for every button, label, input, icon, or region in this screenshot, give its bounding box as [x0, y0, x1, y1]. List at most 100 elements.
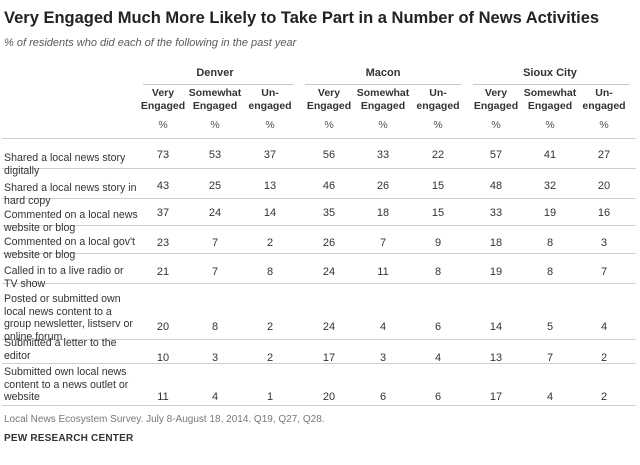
city-header-rule [305, 84, 461, 85]
table-cell: 3 [600, 237, 608, 249]
column-header: Un-engaged [582, 87, 626, 112]
table-cell: 37 [263, 149, 277, 161]
unit-label: % [158, 119, 168, 131]
row-label: Submitted a letter to the editor [4, 337, 117, 362]
table-cell: 19 [543, 207, 557, 219]
table-cell: 17 [322, 352, 336, 364]
source-note: Local News Ecosystem Survey. July 8-Augu… [4, 414, 325, 425]
table-cell: 20 [322, 391, 336, 403]
table-cell: 20 [597, 180, 611, 192]
unit-label: % [378, 119, 388, 131]
table-cell: 11 [157, 391, 169, 403]
table-cell: 10 [156, 352, 170, 364]
unit-label: % [210, 119, 220, 131]
table-cell: 48 [489, 180, 503, 192]
table-cell: 33 [376, 149, 390, 161]
table-cell: 4 [600, 321, 608, 333]
table-cell: 17 [489, 391, 503, 403]
column-header: Somewhat Engaged [356, 87, 410, 112]
row-divider [2, 138, 636, 139]
unit-label: % [265, 119, 275, 131]
table-cell: 20 [156, 321, 170, 333]
table-cell: 4 [546, 391, 554, 403]
table-cell: 7 [379, 237, 387, 249]
table-cell: 35 [322, 207, 336, 219]
table-cell: 16 [597, 207, 611, 219]
unit-label: % [491, 119, 501, 131]
row-label: Shared a local news story in hard copy [4, 182, 137, 207]
table-cell: 2 [266, 321, 274, 333]
table-cell: 26 [322, 237, 336, 249]
column-header: Somewhat Engaged [188, 87, 242, 112]
table-cell: 8 [546, 237, 554, 249]
table-cell: 15 [431, 180, 445, 192]
table-cell: 3 [379, 352, 387, 364]
table-cell: 4 [211, 391, 219, 403]
city-header: Sioux City [523, 67, 577, 79]
table-cell: 15 [431, 207, 445, 219]
row-label: Commented on a local news website or blo… [4, 209, 138, 234]
table-cell: 13 [489, 352, 503, 364]
table-cell: 24 [322, 321, 336, 333]
unit-label: % [545, 119, 555, 131]
row-label: Shared a local news story digitally [4, 152, 126, 177]
row-divider [2, 283, 636, 284]
table-cell: 18 [376, 207, 390, 219]
row-divider [2, 339, 636, 340]
table-cell: 8 [266, 266, 274, 278]
column-header: Very Engaged [306, 87, 352, 112]
table-cell: 7 [546, 352, 554, 364]
table-cell: 7 [600, 266, 608, 278]
table-cell: 8 [546, 266, 554, 278]
table-cell: 32 [543, 180, 557, 192]
chart-title: Very Engaged Much More Likely to Take Pa… [4, 9, 600, 27]
column-header: Somewhat Engaged [523, 87, 577, 112]
table-cell: 41 [543, 149, 557, 161]
city-header-rule [473, 84, 630, 85]
table-cell: 43 [156, 180, 170, 192]
table-cell: 24 [208, 207, 222, 219]
table-cell: 6 [379, 391, 387, 403]
table-cell: 25 [208, 180, 222, 192]
city-header-rule [143, 84, 294, 85]
column-header: Very Engaged [473, 87, 519, 112]
table-cell: 5 [546, 321, 554, 333]
table-cell: 21 [156, 266, 170, 278]
column-header: Un-engaged [416, 87, 460, 112]
row-divider [2, 363, 636, 364]
table-cell: 56 [322, 149, 336, 161]
table-cell: 2 [600, 352, 608, 364]
table-cell: 4 [434, 352, 442, 364]
row-divider [2, 168, 636, 169]
city-header: Macon [365, 67, 401, 79]
unit-label: % [433, 119, 443, 131]
unit-label: % [599, 119, 609, 131]
table-cell: 13 [263, 180, 277, 192]
unit-label: % [324, 119, 334, 131]
table-cell: 8 [211, 321, 219, 333]
table-cell: 27 [597, 149, 611, 161]
table-cell: 73 [156, 149, 170, 161]
table-cell: 26 [376, 180, 390, 192]
chart-subtitle: % of residents who did each of the follo… [4, 37, 297, 49]
table-cell: 24 [322, 266, 336, 278]
row-divider [2, 198, 636, 199]
row-divider [2, 405, 636, 406]
organization-name: PEW RESEARCH CENTER [4, 433, 134, 444]
table-cell: 7 [211, 237, 219, 249]
table-cell: 6 [434, 321, 442, 333]
table-cell: 8 [434, 266, 442, 278]
table-cell: 18 [489, 237, 503, 249]
table-cell: 9 [434, 237, 442, 249]
column-header: Un-engaged [248, 87, 292, 112]
table-cell: 53 [208, 149, 222, 161]
table-cell: 57 [489, 149, 503, 161]
table-cell: 33 [489, 207, 503, 219]
table-cell: 1 [266, 391, 274, 403]
row-label: Called in to a live radio or TV show [4, 265, 124, 290]
table-cell: 37 [156, 207, 170, 219]
table-cell: 4 [379, 321, 387, 333]
table-cell: 11 [377, 266, 389, 278]
city-header: Denver [196, 67, 234, 79]
row-divider [2, 253, 636, 254]
